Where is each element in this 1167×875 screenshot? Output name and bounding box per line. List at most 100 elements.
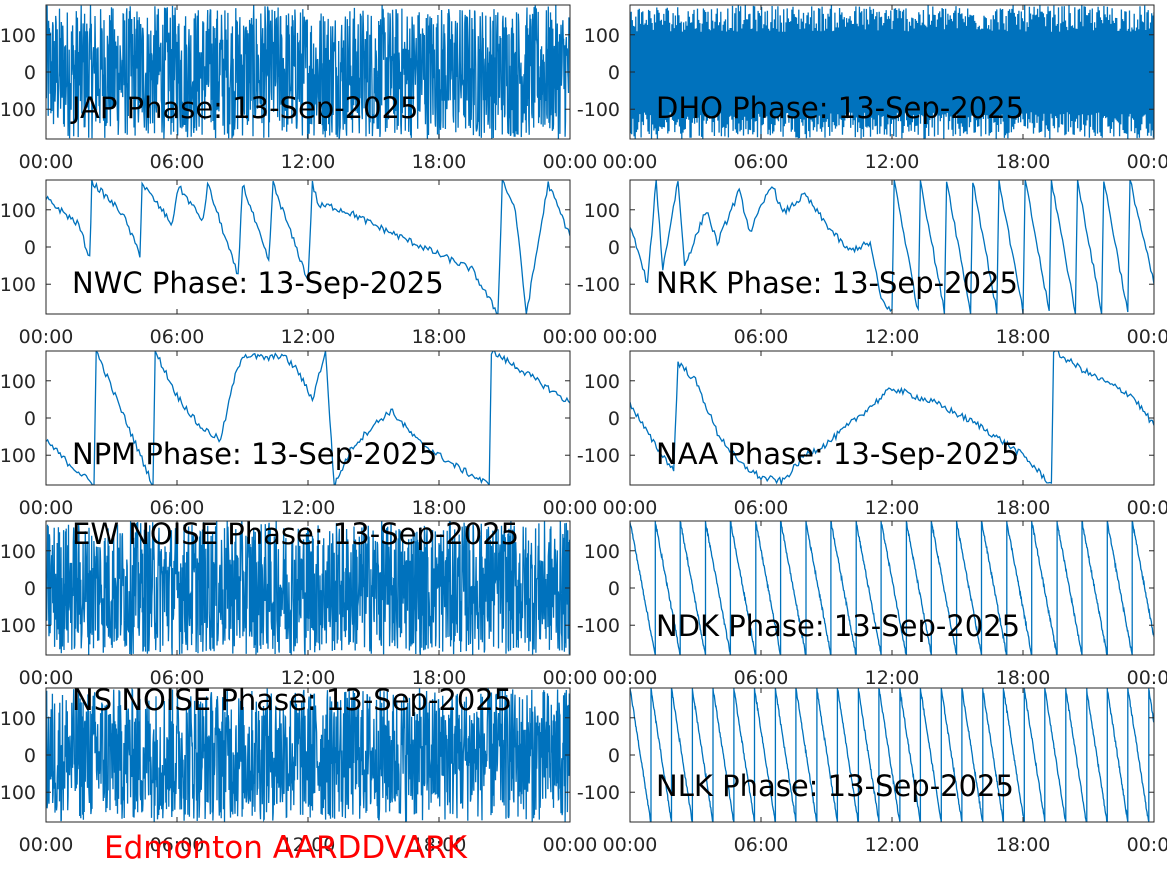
- x-tick-label: 18:00: [412, 834, 467, 856]
- y-tick-label: 0: [608, 745, 620, 767]
- x-tick-label: 00:00: [19, 667, 74, 689]
- x-tick-label: 18:00: [412, 667, 467, 689]
- x-tick-label: 00:00: [603, 326, 658, 348]
- y-tick-label: -100: [0, 782, 36, 804]
- y-tick-label: 100: [584, 200, 620, 222]
- phase-panel: 100 0 -100 00:00 06:00 12:00 18:00 00:00 NS NOIS…: [0, 683, 597, 856]
- x-tick-label: 12:00: [865, 497, 920, 519]
- y-tick-label: -100: [577, 99, 620, 121]
- x-tick-label: 18:00: [412, 151, 467, 173]
- x-tick-label: 12:00: [865, 834, 920, 856]
- y-tick-label: 0: [608, 237, 620, 259]
- y-tick-label: 100: [584, 541, 620, 563]
- x-tick-label: 18:00: [412, 497, 467, 519]
- y-tick-label: 100: [0, 708, 36, 730]
- phase-series-line: [46, 688, 570, 822]
- y-tick-label: 100: [0, 25, 36, 47]
- panel-title: EW NOISE Phase: 13-Sep-2025: [72, 517, 519, 551]
- x-tick-label: 00:00: [603, 497, 658, 519]
- phase-series-line: [630, 521, 1154, 655]
- x-tick-label: 18:00: [996, 151, 1051, 173]
- x-tick-label: 12:00: [281, 497, 336, 519]
- x-tick-label: 06:00: [150, 834, 205, 856]
- x-tick-label: 00:00: [543, 151, 598, 173]
- x-tick-label: 06:00: [734, 326, 789, 348]
- phase-panel: 100 0 -100 00:00 06:00 12:00 18:00 00:00 NPM Pha…: [0, 350, 598, 519]
- x-tick-label: 12:00: [865, 326, 920, 348]
- x-tick-label: 12:00: [281, 834, 336, 856]
- x-tick-label: 00:00: [603, 667, 658, 689]
- x-tick-label: 00:00: [1127, 326, 1167, 348]
- y-tick-label: 100: [0, 371, 36, 393]
- phase-panel: 100 0 -100 00:00 06:00 12:00 18:00 00:00 NLK Pha…: [577, 687, 1167, 856]
- y-tick-label: -100: [577, 782, 620, 804]
- phase-panel: 100 0 -100 00:00 06:00 12:00 18:00 00:00 DHO Pha…: [577, 4, 1167, 173]
- y-tick-label: 0: [24, 62, 36, 84]
- panel-title: NAA Phase: 13-Sep-2025: [656, 437, 1019, 471]
- phase-series-line: [46, 521, 570, 655]
- phase-panel: 100 0 -100 00:00 06:00 12:00 18:00 00:00 NRK Pha…: [577, 179, 1167, 348]
- y-tick-label: -100: [0, 445, 36, 467]
- y-tick-label: 100: [0, 200, 36, 222]
- panel-title: NS NOISE Phase: 13-Sep-2025: [72, 683, 512, 717]
- y-tick-label: 0: [608, 408, 620, 430]
- x-tick-label: 06:00: [734, 497, 789, 519]
- y-tick-label: 100: [584, 371, 620, 393]
- y-tick-label: 0: [608, 578, 620, 600]
- x-tick-label: 18:00: [412, 326, 467, 348]
- x-tick-label: 00:00: [19, 151, 74, 173]
- y-tick-label: 0: [24, 408, 36, 430]
- y-tick-label: -100: [0, 274, 36, 296]
- x-tick-label: 00:00: [1127, 834, 1167, 856]
- x-tick-label: 00:00: [1127, 497, 1167, 519]
- x-tick-label: 12:00: [281, 326, 336, 348]
- panel-title: NDK Phase: 13-Sep-2025: [656, 609, 1020, 643]
- phase-panel: 100 0 -100 00:00 06:00 12:00 18:00 00:00 NDK Pha…: [577, 520, 1167, 689]
- x-tick-label: 06:00: [150, 151, 205, 173]
- y-tick-label: 0: [24, 745, 36, 767]
- y-tick-label: -100: [0, 99, 36, 121]
- y-tick-label: 100: [0, 541, 36, 563]
- x-tick-label: 06:00: [734, 834, 789, 856]
- x-tick-label: 12:00: [281, 667, 336, 689]
- panel-title: DHO Phase: 13-Sep-2025: [656, 91, 1024, 125]
- phase-series-line: [630, 351, 1154, 485]
- x-tick-label: 18:00: [996, 667, 1051, 689]
- x-tick-label: 00:00: [603, 151, 658, 173]
- x-tick-label: 18:00: [996, 326, 1051, 348]
- x-tick-label: 18:00: [996, 497, 1051, 519]
- phase-panel: 100 0 -100 00:00 06:00 12:00 18:00 00:00 NAA Pha…: [577, 350, 1167, 519]
- panel-title: NLK Phase: 13-Sep-2025: [656, 769, 1014, 803]
- x-tick-label: 00:00: [19, 326, 74, 348]
- x-tick-label: 00:00: [603, 834, 658, 856]
- phase-panel: 100 0 -100 00:00 06:00 12:00 18:00 00:00 NWC Pha…: [0, 179, 597, 348]
- x-tick-label: 06:00: [734, 151, 789, 173]
- panel-title: NPM Phase: 13-Sep-2025: [72, 437, 437, 471]
- x-tick-label: 12:00: [281, 151, 336, 173]
- x-tick-label: 06:00: [150, 497, 205, 519]
- phase-series-line: [630, 5, 1154, 139]
- y-tick-label: 0: [24, 578, 36, 600]
- x-tick-label: 00:00: [19, 497, 74, 519]
- x-tick-label: 06:00: [150, 667, 205, 689]
- x-tick-label: 18:00: [996, 834, 1051, 856]
- x-tick-label: 00:00: [543, 834, 598, 856]
- y-tick-label: -100: [577, 445, 620, 467]
- x-tick-label: 12:00: [865, 667, 920, 689]
- phase-series-line: [630, 688, 1154, 822]
- y-tick-label: 0: [24, 237, 36, 259]
- x-tick-label: 06:00: [734, 667, 789, 689]
- y-tick-label: 100: [584, 708, 620, 730]
- x-tick-label: 00:00: [1127, 151, 1167, 173]
- phase-series-line: [630, 180, 1154, 314]
- x-tick-label: 06:00: [150, 326, 205, 348]
- panel-title: NWC Phase: 13-Sep-2025: [72, 266, 444, 300]
- x-tick-label: 00:00: [19, 834, 74, 856]
- x-tick-label: 12:00: [865, 151, 920, 173]
- x-tick-label: 00:00: [543, 497, 598, 519]
- y-tick-label: -100: [577, 274, 620, 296]
- phase-panel: 100 0 -100 00:00 06:00 12:00 18:00 00:00 EW NOIS…: [0, 517, 597, 689]
- phase-series-line: [46, 351, 570, 485]
- y-tick-label: 0: [608, 62, 620, 84]
- x-tick-label: 00:00: [543, 667, 598, 689]
